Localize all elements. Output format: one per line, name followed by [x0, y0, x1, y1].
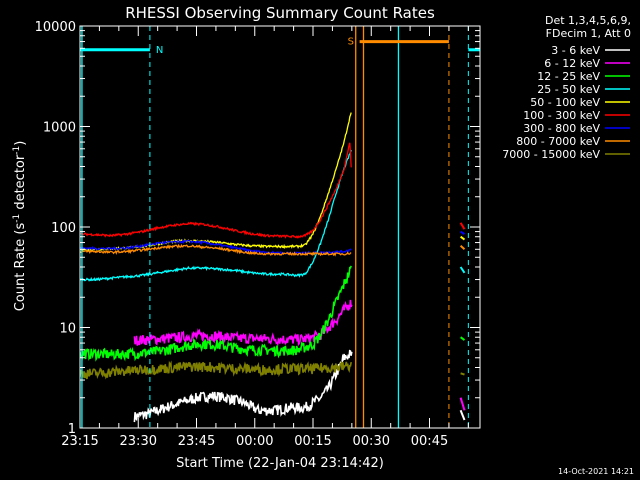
series-tail-8 — [460, 372, 465, 376]
series-line-7 — [80, 243, 352, 257]
legend-label-3: 25 - 50 keV — [537, 83, 600, 96]
series-tail-5 — [459, 222, 466, 230]
series-tail-0 — [459, 409, 466, 421]
x-tick-label-3: 00:00 — [236, 434, 273, 449]
series-line-4 — [80, 112, 352, 252]
series-line-1 — [133, 299, 353, 347]
series-line-3 — [80, 149, 352, 283]
series-tail-6 — [460, 230, 466, 235]
legend-label-1: 6 - 12 keV — [544, 57, 600, 70]
series-line-8 — [80, 360, 352, 380]
y-axis-label-main: Count Rate (s — [13, 223, 28, 312]
legend-header-line-0: Det 1,3,4,5,6,9, — [545, 14, 631, 27]
x-tick-label-2: 23:45 — [178, 434, 215, 449]
x-tick-label-5: 00:30 — [353, 434, 390, 449]
y-tick-label-3: 1000 — [43, 121, 76, 136]
footer-date: 14-Oct-2021 14:21 — [558, 467, 634, 476]
y-axis-label-sup2: -1 — [12, 146, 22, 155]
series-tail-3 — [459, 266, 466, 274]
legend-label-6: 300 - 800 keV — [523, 122, 600, 135]
x-tick-label-1: 23:30 — [120, 434, 157, 449]
flag-label-S: S — [348, 37, 354, 48]
plot-area: NS — [80, 26, 480, 428]
series-tail-1 — [459, 397, 466, 411]
flag-label-N: N — [156, 45, 163, 56]
plot-clip-group — [80, 26, 480, 428]
y-tick-label-4: 10000 — [35, 20, 76, 35]
y-tick-label-1: 10 — [59, 322, 76, 337]
legend-label-8: 7000 - 15000 keV — [502, 148, 600, 161]
chart-title: RHESSI Observing Summary Count Rates — [125, 4, 435, 22]
x-axis-label: Start Time (22-Jan-04 23:14:42) — [176, 456, 384, 471]
y-axis-label-close: ) — [13, 141, 28, 146]
y-axis-label: Count Rate (s-1 detector-1) — [12, 141, 28, 312]
legend-header-line-1: FDecim 1, Att 0 — [546, 27, 631, 40]
series-tail-7 — [459, 245, 466, 251]
series-line-5 — [80, 142, 352, 239]
legend-label-4: 50 - 100 keV — [530, 96, 600, 109]
series-tail-4 — [460, 235, 466, 241]
legend-label-7: 800 - 7000 keV — [516, 135, 600, 148]
y-axis-label-tail: detector — [13, 154, 28, 214]
series-line-2 — [80, 265, 352, 362]
y-tick-label-2: 100 — [51, 221, 76, 236]
series-tail-2 — [460, 336, 466, 341]
x-tick-label-0: 23:15 — [61, 434, 98, 449]
x-tick-label-6: 00:45 — [411, 434, 448, 449]
series-line-0 — [133, 349, 353, 423]
legend-label-0: 3 - 6 keV — [551, 44, 600, 57]
y-tick-label-0: 1 — [68, 422, 76, 437]
legend-header: Det 1,3,4,5,6,9,FDecim 1, Att 0 — [545, 14, 631, 40]
y-axis-label-sup: -1 — [12, 214, 22, 223]
legend-label-5: 100 - 300 keV — [523, 109, 600, 122]
x-tick-label-4: 00:15 — [294, 434, 331, 449]
axes: 1 10 100 1000 10000 23:15 23:30 23:45 00:00 00:15… — [35, 20, 481, 449]
legend-label-2: 12 - 25 keV — [537, 70, 600, 83]
